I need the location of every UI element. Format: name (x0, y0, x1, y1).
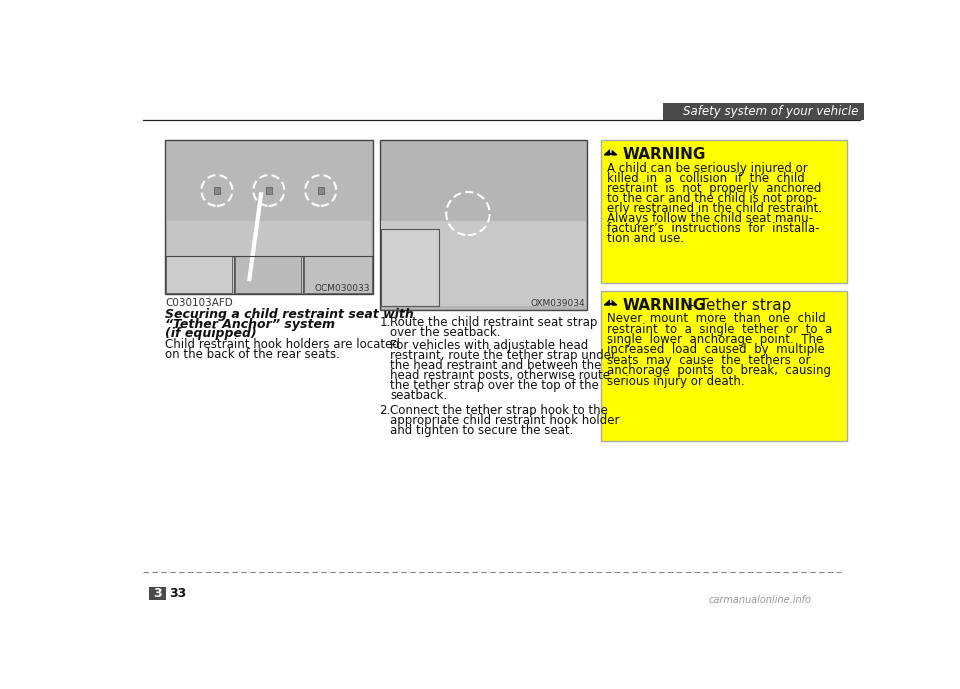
Text: appropriate child restraint hook holder: appropriate child restraint hook holder (391, 414, 620, 426)
Text: head restraint posts, otherwise route: head restraint posts, otherwise route (391, 369, 611, 382)
Text: on the back of the rear seats.: on the back of the rear seats. (165, 347, 340, 360)
FancyBboxPatch shape (266, 187, 272, 194)
Text: and tighten to secure the seat.: and tighten to secure the seat. (391, 424, 574, 437)
FancyBboxPatch shape (379, 141, 588, 310)
Text: 3: 3 (153, 587, 161, 599)
Text: (if equipped): (if equipped) (165, 327, 256, 340)
Text: WARNING: WARNING (622, 298, 706, 313)
Text: single  lower  anchorage  point.  The: single lower anchorage point. The (607, 333, 823, 346)
Polygon shape (605, 300, 616, 305)
Text: restraint  to  a  single  tether  or  to  a: restraint to a single tether or to a (607, 322, 832, 336)
Text: C030103AFD: C030103AFD (165, 298, 232, 308)
Text: carmanualonline.info: carmanualonline.info (709, 595, 812, 605)
Text: restraint  is  not  properly  anchored: restraint is not properly anchored (607, 182, 821, 195)
Text: serious injury or death.: serious injury or death. (607, 375, 744, 387)
Text: 2.: 2. (379, 404, 391, 417)
Polygon shape (605, 150, 616, 155)
Text: Connect the tether strap hook to the: Connect the tether strap hook to the (391, 404, 609, 417)
FancyBboxPatch shape (381, 229, 440, 306)
Text: the head restraint and between the: the head restraint and between the (391, 359, 602, 372)
Text: 1.: 1. (379, 316, 391, 329)
Text: killed  in  a  collision  if  the  child: killed in a collision if the child (607, 172, 804, 185)
FancyBboxPatch shape (601, 291, 847, 441)
FancyBboxPatch shape (318, 187, 324, 194)
Text: Child restraint hook holders are located: Child restraint hook holders are located (165, 338, 399, 351)
FancyBboxPatch shape (166, 221, 372, 291)
Text: seats  may  cause  the  tethers  or: seats may cause the tethers or (607, 353, 810, 367)
Text: !: ! (609, 149, 612, 158)
Text: Securing a child restraint seat with: Securing a child restraint seat with (165, 308, 414, 321)
FancyBboxPatch shape (303, 256, 372, 293)
Text: 33: 33 (170, 587, 187, 599)
FancyBboxPatch shape (662, 103, 864, 120)
Text: Route the child restraint seat strap: Route the child restraint seat strap (391, 316, 598, 329)
FancyBboxPatch shape (601, 141, 847, 283)
FancyBboxPatch shape (214, 187, 220, 194)
Text: OCM030033: OCM030033 (315, 284, 371, 293)
Text: facturer’s  instructions  for  installa-: facturer’s instructions for installa- (607, 222, 819, 235)
Text: WARNING: WARNING (622, 147, 706, 163)
Text: For vehicles with adjustable head: For vehicles with adjustable head (391, 339, 588, 352)
Text: !: ! (609, 298, 612, 308)
Text: tion and use.: tion and use. (607, 232, 684, 245)
Text: Always follow the child seat manu-: Always follow the child seat manu- (607, 212, 813, 225)
Text: Never  mount  more  than  one  child: Never mount more than one child (607, 312, 826, 325)
FancyBboxPatch shape (234, 256, 301, 293)
Text: A child can be seriously injured or: A child can be seriously injured or (607, 162, 807, 175)
Text: - Tether strap: - Tether strap (684, 298, 792, 313)
Text: “Tether Anchor” system: “Tether Anchor” system (165, 318, 335, 331)
FancyBboxPatch shape (149, 587, 166, 600)
Text: anchorage  points  to  break,  causing: anchorage points to break, causing (607, 364, 830, 377)
FancyBboxPatch shape (381, 221, 586, 306)
Text: the tether strap over the top of the: the tether strap over the top of the (391, 379, 599, 392)
FancyBboxPatch shape (166, 256, 232, 293)
Text: OXM039034: OXM039034 (530, 299, 585, 308)
Text: increased  load  caused  by  multiple: increased load caused by multiple (607, 343, 825, 356)
Text: seatback.: seatback. (391, 389, 447, 402)
Text: to the car and the child is not prop-: to the car and the child is not prop- (607, 192, 817, 205)
FancyBboxPatch shape (165, 141, 372, 294)
Text: Safety system of your vehicle: Safety system of your vehicle (684, 105, 858, 118)
Text: erly restrained in the child restraint.: erly restrained in the child restraint. (607, 202, 822, 215)
Text: restraint, route the tether strap under: restraint, route the tether strap under (391, 349, 616, 362)
Text: over the seatback.: over the seatback. (391, 326, 501, 339)
